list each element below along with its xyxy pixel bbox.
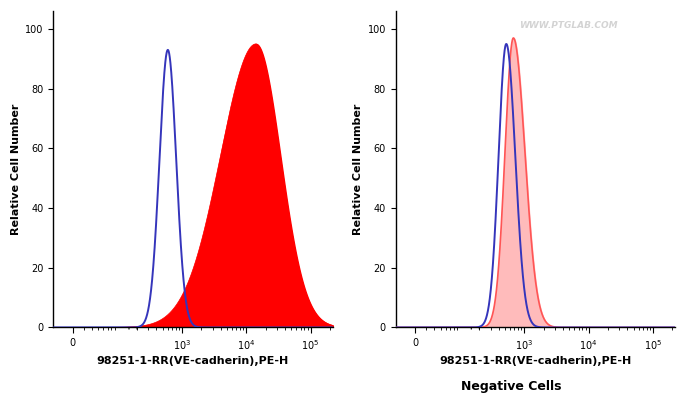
X-axis label: 98251-1-RR(VE-cadherin),PE-H: 98251-1-RR(VE-cadherin),PE-H (97, 356, 289, 366)
Text: WWW.PTGLAB.COM: WWW.PTGLAB.COM (519, 20, 618, 30)
X-axis label: 98251-1-RR(VE-cadherin),PE-H: 98251-1-RR(VE-cadherin),PE-H (439, 356, 631, 366)
Y-axis label: Relative Cell Number: Relative Cell Number (11, 103, 21, 235)
Y-axis label: Relative Cell Number: Relative Cell Number (353, 103, 364, 235)
Text: Negative Cells: Negative Cells (461, 380, 561, 393)
